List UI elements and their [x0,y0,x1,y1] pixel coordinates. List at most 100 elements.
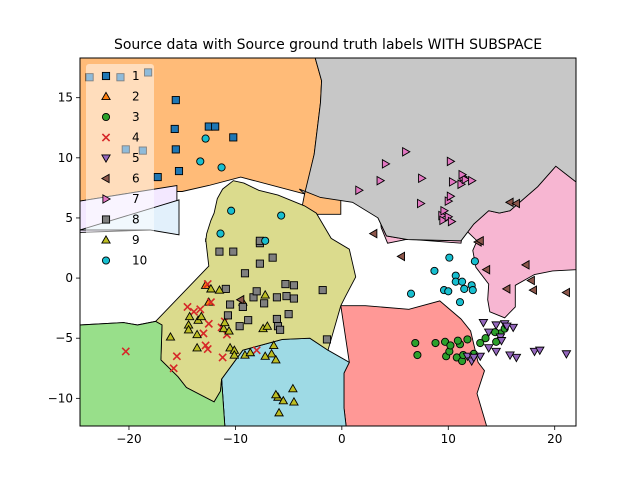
point-class-7 [446,156,456,167]
point-class-7 [448,176,458,187]
point-class-8 [244,316,253,325]
chart-title: Source data with Source ground truth lab… [114,37,542,53]
point-class-3 [463,335,472,344]
point-class-10 [406,289,416,298]
legend-marker-8 [101,215,111,224]
point-class-8 [260,299,269,308]
point-class-9 [196,311,207,321]
point-class-9 [268,340,279,349]
point-class-3 [413,350,422,360]
point-class-8 [284,310,293,319]
point-class-8 [272,293,281,302]
point-class-9 [192,342,202,352]
x-tick-label: −10 [223,432,248,446]
legend-label-4: 4 [132,131,140,145]
point-class-9 [219,317,230,327]
legend-label-2: 2 [132,90,140,104]
legend-marker-9 [101,234,111,244]
legend-label-9: 9 [132,233,140,247]
point-class-9 [165,331,176,341]
legend-label-10: 10 [132,254,147,268]
point-class-4 [189,307,199,316]
point-class-10 [444,287,453,296]
point-class-1 [229,133,238,142]
point-class-4 [206,297,216,307]
point-class-6 [561,287,570,298]
point-class-9 [270,354,281,364]
point-class-10 [470,257,479,266]
point-class-9 [192,329,202,339]
point-class-4 [183,302,192,312]
point-class-1 [153,173,162,182]
point-class-6 [481,264,491,275]
point-class-5 [468,353,479,363]
point-class-10 [455,298,465,307]
point-class-7 [461,174,471,185]
point-class-4 [199,329,208,338]
point-class-9 [224,325,234,335]
point-class-10 [227,206,236,215]
legend-label-3: 3 [132,110,140,124]
point-class-8 [235,322,244,331]
point-class-6 [501,283,511,294]
point-class-5 [505,351,515,361]
point-class-8 [282,292,291,301]
point-class-8 [223,311,232,320]
point-class-8 [281,280,290,289]
point-class-8 [272,314,281,324]
point-class-9 [229,349,240,359]
x-tick-label: 10 [441,432,456,446]
legend-label-8: 8 [132,213,140,227]
point-class-10 [430,266,439,275]
point-class-4 [169,364,178,373]
point-class-4 [204,319,213,328]
point-class-5 [496,337,507,346]
point-class-9 [270,389,281,399]
point-class-6 [528,285,537,296]
legend-box [86,64,154,275]
legend-marker-4 [101,133,111,142]
point-class-5 [478,319,489,328]
y-tick-label: 0 [65,271,73,285]
y-tick-label: 15 [58,91,73,105]
point-class-4 [121,347,130,356]
point-class-7 [417,198,426,209]
y-tick-label: 10 [58,151,73,165]
point-class-1 [171,145,180,154]
legend: 1 2 3 4 5 6 7 8 9 10 [86,64,154,275]
point-class-8 [276,325,285,334]
point-class-10 [458,277,467,286]
point-class-7 [439,215,448,226]
point-class-5 [508,323,519,333]
point-class-9 [287,383,298,393]
point-class-9 [289,396,299,406]
point-class-7 [355,185,364,196]
point-class-1 [211,122,220,131]
y-tick-label: −10 [48,391,73,405]
point-class-8 [229,247,238,256]
point-class-10 [216,229,225,238]
point-class-5 [483,344,494,353]
region-class-8 [298,58,576,242]
point-class-9 [245,347,256,357]
point-class-9 [262,321,273,330]
point-class-8 [318,286,327,295]
point-class-9 [183,324,194,334]
point-class-8 [215,247,224,256]
point-class-7 [458,169,468,180]
point-class-10 [445,253,454,262]
point-class-4 [203,344,212,354]
point-class-8 [238,302,247,311]
point-class-10 [261,236,270,245]
point-class-9 [266,348,277,358]
point-class-4 [252,346,261,355]
region-class-10 [80,320,226,426]
point-class-8 [240,269,250,278]
point-class-7 [468,175,477,186]
legend-marker-10 [101,256,111,265]
point-class-8 [226,300,235,309]
point-class-5 [491,321,502,331]
point-class-9 [274,407,284,417]
